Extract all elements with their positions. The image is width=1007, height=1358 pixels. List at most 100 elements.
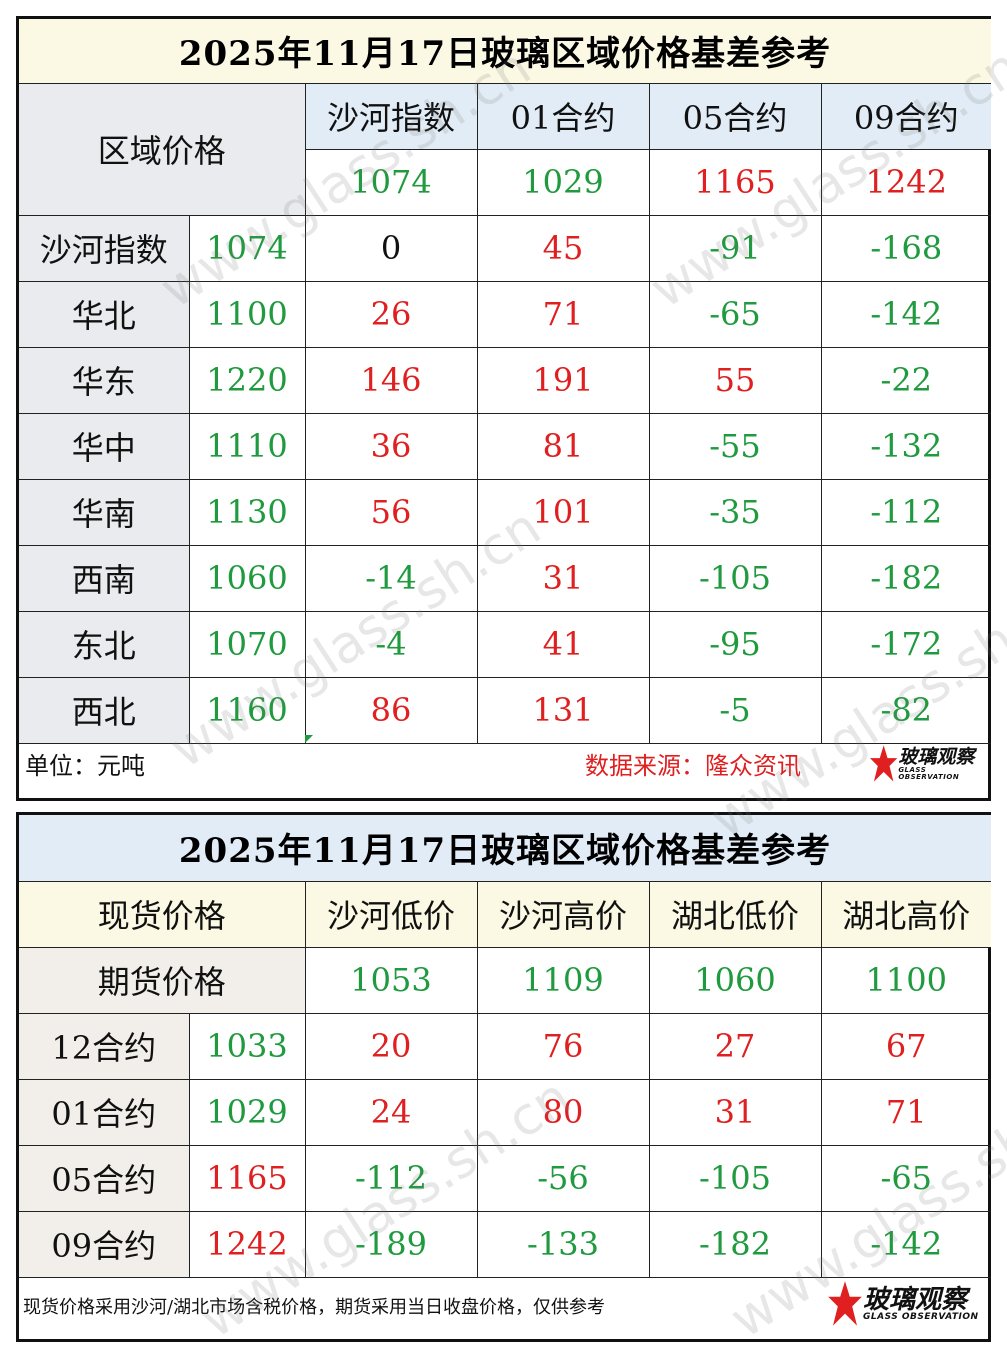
table-row: 09合约 1242 -189 -133 -182 -142: [19, 1210, 992, 1278]
row-price: 1033: [188, 1012, 306, 1080]
row-price: 1110: [188, 412, 306, 480]
column-header: 09合约: [820, 82, 992, 150]
basis-cell: -172: [820, 610, 992, 678]
row-price: 1074: [188, 214, 306, 282]
row-label: 05合约: [19, 1144, 190, 1212]
cell-comment-marker: [305, 735, 313, 743]
basis-cell: 191: [476, 346, 650, 414]
basis-cell: 71: [476, 280, 650, 348]
logo-subtext: GLASS OBSERVATION: [863, 1311, 979, 1322]
basis-cell: -65: [820, 1144, 992, 1212]
table-row: 西南 1060 -14 31 -105 -182: [19, 544, 992, 612]
basis-cell: 76: [476, 1012, 650, 1080]
logo-text: 玻璃观察: [898, 745, 975, 768]
column-header: 01合约: [476, 82, 650, 150]
basis-cell: 20: [304, 1012, 478, 1080]
row-price: 1160: [188, 676, 306, 744]
basis-cell: 27: [648, 1012, 822, 1080]
row-price: 1130: [188, 478, 306, 546]
column-price: 1074: [304, 148, 478, 216]
table-row: 华北 1100 26 71 -65 -142: [19, 280, 992, 348]
basis-cell: 41: [476, 610, 650, 678]
row-label: 华中: [19, 412, 190, 480]
basis-cell: -142: [820, 280, 992, 348]
table-row: 05合约 1165 -112 -56 -105 -65: [19, 1144, 992, 1212]
basis-cell: -105: [648, 544, 822, 612]
red-star-icon: [869, 745, 898, 782]
basis-cell: 24: [304, 1078, 478, 1146]
basis-cell: 45: [476, 214, 650, 282]
basis-cell: 0: [304, 214, 478, 282]
column-header: 湖北高价: [820, 880, 992, 948]
table-row: 01合约 1029 24 80 31 71: [19, 1078, 992, 1146]
row-label: 东北: [19, 610, 190, 678]
row-price: 1060: [188, 544, 306, 612]
column-header: 沙河指数: [304, 82, 478, 150]
column-header: 沙河高价: [476, 880, 650, 948]
basis-cell: 146: [304, 346, 478, 414]
row-label: 西北: [19, 676, 190, 744]
basis-cell: 31: [476, 544, 650, 612]
table-row: 东北 1070 -4 41 -95 -172: [19, 610, 992, 678]
basis-cell: -5: [648, 676, 822, 744]
basis-cell: -95: [648, 610, 822, 678]
corner-label: 区域价格: [19, 82, 306, 216]
source-label: 数据来源：隆众资讯: [585, 752, 801, 780]
basis-cell: -35: [648, 478, 822, 546]
basis-cell: -112: [820, 478, 992, 546]
row-label: 09合约: [19, 1210, 190, 1278]
basis-cell: 36: [304, 412, 478, 480]
row-price: 1220: [188, 346, 306, 414]
spot-futures-basis-table: 2025年11月17日玻璃区域价格基差参考 现货价格 沙河低价 沙河高价 湖北低…: [19, 815, 992, 1278]
column-price: 1242: [820, 148, 992, 216]
basis-cell: -65: [648, 280, 822, 348]
row-label: 华东: [19, 346, 190, 414]
row-price: 1165: [188, 1144, 306, 1212]
row-label: 华南: [19, 478, 190, 546]
row-price: 1029: [188, 1078, 306, 1146]
table-footer: 单位：元吨 数据来源：隆众资讯 玻璃观察 GLASS OBSERVATION: [19, 732, 988, 798]
table-title: 2025年11月17日玻璃区域价格基差参考: [19, 19, 992, 84]
basis-cell: 56: [304, 478, 478, 546]
futures-label: 期货价格: [19, 946, 306, 1014]
column-price: 1109: [476, 946, 650, 1014]
row-price: 1242: [188, 1210, 306, 1278]
logo-subtext: GLASS OBSERVATION: [898, 765, 960, 781]
column-price: 1060: [648, 946, 822, 1014]
basis-cell: -55: [648, 412, 822, 480]
footnote: 现货价格采用沙河/湖北市场含税价格，期货采用当日收盘价格，仅供参考: [23, 1297, 606, 1318]
basis-cell: 26: [304, 280, 478, 348]
brand-logo: 玻璃观察 GLASS OBSERVATION: [827, 1279, 979, 1329]
region-basis-panel: 2025年11月17日玻璃区域价格基差参考 区域价格 沙河指数 01合约 05合…: [16, 16, 992, 801]
basis-cell: 101: [476, 478, 650, 546]
row-label: 华北: [19, 280, 190, 348]
column-price: 1165: [648, 148, 822, 216]
column-header: 湖北低价: [648, 880, 822, 948]
basis-cell: -82: [820, 676, 992, 744]
basis-cell: -105: [648, 1144, 822, 1212]
row-label: 01合约: [19, 1078, 190, 1146]
basis-cell: 131: [476, 676, 650, 744]
basis-cell: -91: [648, 214, 822, 282]
brand-logo: 玻璃观察 GLASS OBSERVATION: [869, 744, 988, 784]
basis-cell: -142: [820, 1210, 992, 1278]
row-label: 12合约: [19, 1012, 190, 1080]
column-price: 1053: [304, 946, 478, 1014]
spot-futures-basis-panel: 2025年11月17日玻璃区域价格基差参考 现货价格 沙河低价 沙河高价 湖北低…: [16, 812, 992, 1342]
basis-cell: 86: [304, 676, 478, 744]
row-label: 西南: [19, 544, 190, 612]
logo-text: 玻璃观察: [863, 1284, 968, 1315]
basis-cell: -22: [820, 346, 992, 414]
region-basis-table: 2025年11月17日玻璃区域价格基差参考 区域价格 沙河指数 01合约 05合…: [19, 19, 992, 744]
basis-cell: -182: [820, 544, 992, 612]
basis-cell: -14: [304, 544, 478, 612]
column-header: 05合约: [648, 82, 822, 150]
basis-cell: 55: [648, 346, 822, 414]
basis-cell: 71: [820, 1078, 992, 1146]
unit-label: 单位：元吨: [25, 752, 145, 780]
table-row: 华东 1220 146 191 55 -22: [19, 346, 992, 414]
row-price: 1100: [188, 280, 306, 348]
table-title: 2025年11月17日玻璃区域价格基差参考: [19, 815, 992, 882]
spot-label: 现货价格: [19, 880, 306, 948]
basis-cell: 81: [476, 412, 650, 480]
